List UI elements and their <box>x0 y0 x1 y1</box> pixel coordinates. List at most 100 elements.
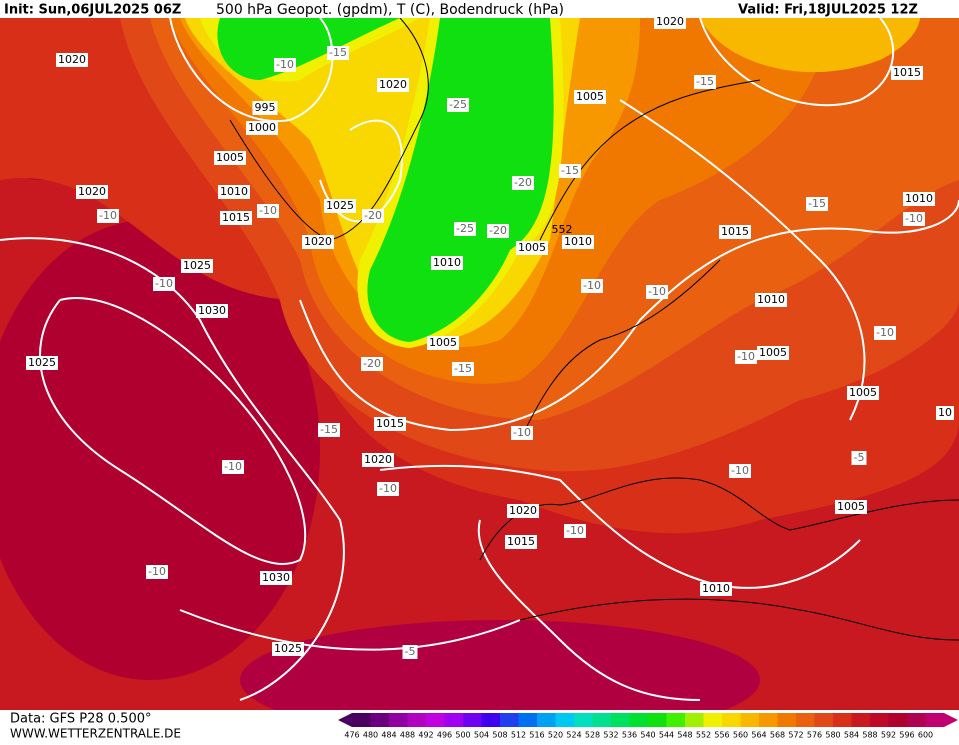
pressure-label-box <box>252 101 278 115</box>
pressure-label: 1000 <box>248 121 276 134</box>
pressure-label: 1025 <box>28 356 56 369</box>
trough <box>367 18 554 342</box>
temperature-label-box <box>487 224 509 238</box>
pressure-label-box <box>903 192 935 206</box>
temperature-label-box <box>694 75 716 89</box>
pressure-label: 1005 <box>576 90 604 103</box>
pressure-label: 1005 <box>518 241 546 254</box>
pressure-label: 1015 <box>721 225 749 238</box>
pressure-label-box <box>324 199 356 213</box>
pressure-label-box <box>847 386 879 400</box>
pressure-label: 1005 <box>849 386 877 399</box>
temperature-label: -10 <box>99 209 117 222</box>
pressure-label-box <box>516 241 548 255</box>
temperature-label: -10 <box>876 326 894 339</box>
pressure-label: 1020 <box>304 235 332 248</box>
map-field <box>0 17 959 740</box>
pressure-label-box <box>56 53 88 67</box>
colorbar-swatch <box>518 713 538 727</box>
colorbar-swatch <box>759 713 778 727</box>
colorbar-swatch <box>370 713 390 727</box>
colorbar-label: 552 <box>696 731 711 740</box>
pressure-label: 1030 <box>262 571 290 584</box>
pressure-label-box <box>431 256 463 270</box>
colorbar-label: 476 <box>344 731 359 740</box>
colorbar-swatch <box>925 713 945 727</box>
colorbar-label: 532 <box>603 731 618 740</box>
colorbar-swatch <box>574 713 593 727</box>
temperature-label: -15 <box>320 423 338 436</box>
pressure-label: 995 <box>255 101 276 114</box>
colorbar-arrow <box>944 713 958 727</box>
temperature-label: -15 <box>561 164 579 177</box>
colorbar-label: 584 <box>844 731 859 740</box>
colorbar-label: 568 <box>770 731 785 740</box>
pressure-label-box <box>507 504 539 518</box>
pressure-label-box <box>562 235 594 249</box>
colorbar-label: 560 <box>733 731 748 740</box>
pressure-label-box <box>362 453 394 467</box>
colorbar-swatch <box>389 713 408 727</box>
header-bar <box>0 0 959 18</box>
temperature-label-box <box>511 426 533 440</box>
pressure-label-box <box>76 185 108 199</box>
pressure-label-box <box>214 151 246 165</box>
colorbar-label: 480 <box>363 731 378 740</box>
field-warm <box>0 220 320 680</box>
temperature-label-box <box>646 285 668 299</box>
colorbar-swatch <box>851 713 871 727</box>
colorbar-swatch <box>407 713 427 727</box>
temperature-label-box <box>327 46 349 60</box>
pressure-label-box <box>757 346 789 360</box>
colorbar-label: 520 <box>548 731 563 740</box>
height-label: 552 <box>552 223 573 236</box>
temperature-label-box <box>361 357 383 371</box>
pressure-label: 1005 <box>837 500 865 513</box>
pressure-label-box <box>374 417 406 431</box>
temperature-label: -10 <box>905 212 923 225</box>
pressure-label-box <box>26 356 58 370</box>
colorbar-label: 512 <box>511 731 526 740</box>
pressure-label-box <box>574 90 606 104</box>
pressure-label-box <box>218 185 250 199</box>
pressure-label: 1020 <box>379 78 407 91</box>
temperature-label-box <box>318 423 340 437</box>
colorbar-label: 496 <box>437 731 452 740</box>
temperature-label-box <box>452 362 474 376</box>
pressure-label-box <box>260 571 292 585</box>
pressure-label-box <box>427 336 459 350</box>
temperature-label: -20 <box>514 176 532 189</box>
pressure-label: 1015 <box>507 535 535 548</box>
temperature-label-box <box>559 164 581 178</box>
temperature-label: -25 <box>456 222 474 235</box>
pressure-label: 1025 <box>326 199 354 212</box>
colorbar-label: 524 <box>566 731 581 740</box>
trough <box>217 18 400 80</box>
colorbar-swatch <box>629 713 649 727</box>
pressure-label-box <box>246 121 278 135</box>
pressure-label: 1005 <box>216 151 244 164</box>
temperature-label-box <box>222 460 244 474</box>
colorbar-swatch <box>777 713 797 727</box>
colorbar-label: 540 <box>640 731 655 740</box>
colorbar-swatch <box>703 713 723 727</box>
colorbar-label: 592 <box>881 731 896 740</box>
colorbar-arrow <box>338 713 352 727</box>
temperature-label: -5 <box>854 451 865 464</box>
temperature-label: -10 <box>566 524 584 537</box>
pressure-label: 1020 <box>58 53 86 66</box>
colorbar-swatch <box>833 713 852 727</box>
colorbar-label: 596 <box>899 731 914 740</box>
pressure-label: 1025 <box>183 259 211 272</box>
colorbar-swatch <box>685 713 704 727</box>
colorbar-swatch <box>722 713 741 727</box>
pressure-label: 1010 <box>564 235 592 248</box>
pressure-label: 1015 <box>893 66 921 79</box>
pressure-label: 1025 <box>274 642 302 655</box>
colorbar-label: 600 <box>918 731 933 740</box>
field-band <box>700 18 920 73</box>
temperature-label-box <box>564 524 586 538</box>
colorbar-label: 488 <box>400 731 415 740</box>
colorbar-label: 544 <box>659 731 674 740</box>
